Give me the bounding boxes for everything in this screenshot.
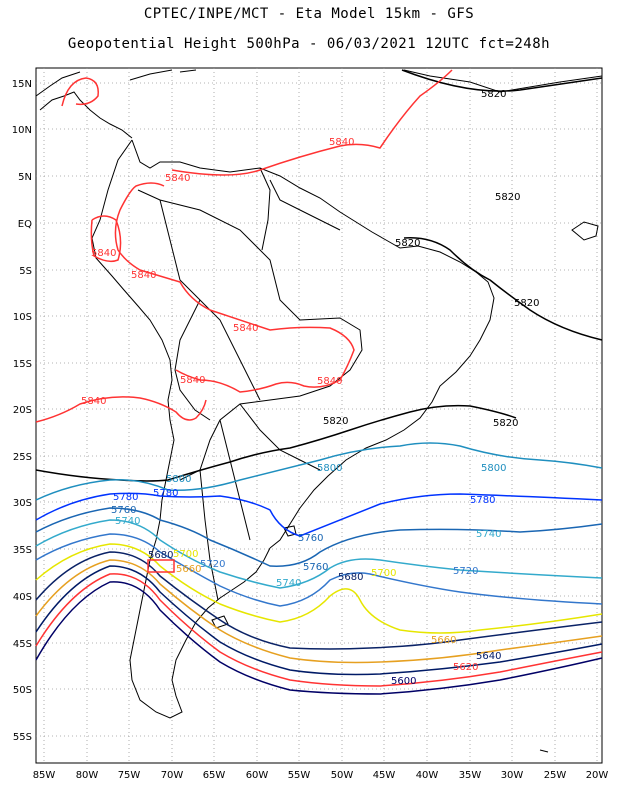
lat-tick-label: 30S — [13, 498, 32, 509]
contour-label: 5820 — [395, 238, 420, 249]
contour-5780 — [35, 492, 603, 537]
contour-label: 5820 — [323, 416, 348, 427]
contour-5840-loop — [61, 77, 99, 107]
lat-tick-label: 50S — [13, 685, 32, 696]
contour-5740 — [35, 519, 603, 589]
lon-tick-label: 30W — [501, 770, 524, 781]
lat-tick-label: 20S — [13, 405, 32, 416]
contour-label: 5760 — [111, 505, 136, 516]
lat-tick-label: EQ — [18, 219, 32, 230]
height-contours — [35, 69, 603, 695]
lon-tick-label: 70W — [161, 770, 184, 781]
contour-label: 5840 — [233, 323, 258, 334]
contour-label: 5820 — [481, 89, 506, 100]
lon-tick-label: 40W — [416, 770, 439, 781]
lat-tick-label: 45S — [13, 639, 32, 650]
contour-label: 5600 — [391, 676, 416, 687]
lon-tick-label: 25W — [544, 770, 567, 781]
lat-tick-label: 55S — [13, 732, 32, 743]
contour-label: 5760 — [303, 562, 328, 573]
contour-label: 5620 — [453, 662, 478, 673]
lat-tick-label: 25S — [13, 452, 32, 463]
falkland-islands — [211, 615, 229, 629]
contour-5800 — [35, 442, 603, 501]
lon-tick-label: 80W — [76, 770, 99, 781]
lon-tick-label: 20W — [586, 770, 609, 781]
contour-label: 5720 — [200, 559, 225, 570]
contour-label: 5820 — [514, 298, 539, 309]
contour-label: 5840 — [165, 173, 190, 184]
contour-label: 5780 — [470, 495, 495, 506]
lat-tick-label: 5S — [19, 266, 32, 277]
lat-tick-label: 10S — [13, 312, 32, 323]
lat-tick-label: 40S — [13, 592, 32, 603]
contour-5840-north — [171, 69, 453, 176]
lon-tick-label: 35W — [459, 770, 482, 781]
lat-tick-label: 10N — [12, 125, 32, 136]
contour-label: 5700 — [371, 568, 396, 579]
contour-5660 — [35, 559, 603, 664]
contour-label: 5680 — [148, 550, 173, 561]
contour-label: 5720 — [453, 566, 478, 577]
lon-tick-label: 45W — [373, 770, 396, 781]
contour-5760 — [35, 507, 603, 567]
contour-5720 — [35, 533, 603, 607]
south-island — [539, 749, 549, 753]
contour-label: 5840 — [180, 375, 205, 386]
contour-label: 5820 — [495, 192, 520, 203]
lon-tick-label: 50W — [331, 770, 354, 781]
contour-label: 5840 — [91, 248, 116, 259]
central-america-coast — [35, 71, 133, 139]
lat-tick-label: 35S — [13, 545, 32, 556]
contour-label: 5840 — [317, 376, 342, 387]
lon-tick-label: 55W — [288, 770, 311, 781]
lon-tick-label: 75W — [118, 770, 141, 781]
contour-5840-south — [35, 396, 207, 423]
lon-tick-label: 85W — [33, 770, 56, 781]
atlantic-island — [571, 221, 599, 241]
contour-label: 5780 — [113, 492, 138, 503]
contour-label: 5660 — [176, 564, 201, 575]
contour-5840-interior — [114, 182, 355, 393]
lat-tick-label: 15S — [13, 359, 32, 370]
contour-5700 — [35, 543, 603, 634]
border-lines-4 — [259, 167, 341, 251]
contour-label: 5800 — [481, 463, 506, 474]
contour-label: 5660 — [431, 635, 456, 646]
contour-low-cell — [147, 559, 175, 573]
lat-tick-label: 15N — [12, 79, 32, 90]
contour-label: 5740 — [115, 516, 140, 527]
contour-5600 — [35, 581, 603, 695]
contour-5680 — [35, 551, 603, 650]
contour-5620 — [35, 573, 603, 687]
contour-5840-west — [90, 215, 122, 263]
map-title-line-1: CPTEC/INPE/MCT - Eta Model 15km - GFS — [143, 6, 475, 22]
contour-labels: 5820 5840 5840 5840 5840 5840 5840 5840 … — [81, 89, 539, 687]
axis-ticks: 15N 10N 5N EQ 5S 10S 15S 20S 25S 30S 35S 40S 45S 50S 5… — [12, 79, 609, 781]
contour-label: 5840 — [81, 396, 106, 407]
contour-label: 5700 — [173, 549, 198, 560]
contour-label: 5780 — [153, 488, 178, 499]
contour-label: 5800 — [166, 474, 191, 485]
contour-label: 5840 — [329, 137, 354, 148]
lon-tick-label: 65W — [203, 770, 226, 781]
map-title-line-2: Geopotential Height 500hPa - 06/03/2021 … — [67, 36, 551, 52]
contour-5640 — [35, 565, 603, 676]
contour-label: 5840 — [131, 270, 156, 281]
lon-tick-label: 60W — [246, 770, 269, 781]
contour-label: 5800 — [317, 463, 342, 474]
lat-tick-label: 5N — [18, 172, 32, 183]
contour-label: 5740 — [276, 578, 301, 589]
caribbean-islands-coast — [129, 69, 603, 93]
contour-5820-east — [403, 237, 603, 341]
contour-label: 5640 — [476, 651, 501, 662]
contour-label: 5740 — [476, 529, 501, 540]
contour-label: 5760 — [298, 533, 323, 544]
contour-label: 5680 — [338, 572, 363, 583]
contour-label: 5820 — [493, 418, 518, 429]
